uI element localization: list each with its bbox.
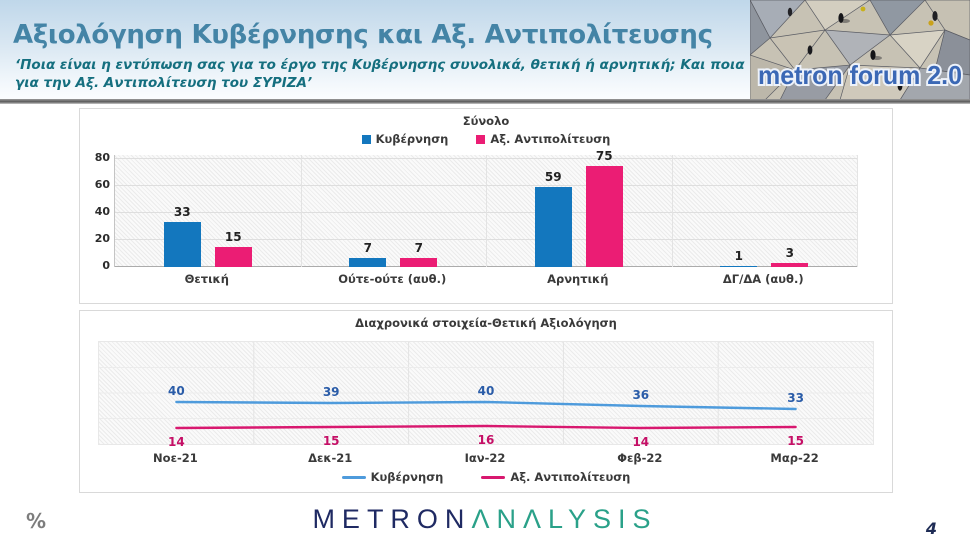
line-chart-title: Διαχρονικά στοιχεία-Θετική Αξιολόγηση xyxy=(355,316,617,330)
line-value-label-s0-3: 36 xyxy=(632,388,650,402)
legend-label: Κυβέρνηση xyxy=(370,470,444,484)
legend-item-1: Αξ. Αντιπολίτευση xyxy=(481,470,630,484)
x-axis-label-1: Δεκ-21 xyxy=(308,451,353,465)
y-axis-tick-0: 0 xyxy=(102,259,110,272)
page-number: 4 xyxy=(925,519,937,538)
legend-swatch-icon xyxy=(361,134,371,144)
bar-series1-1: 7 xyxy=(400,241,438,267)
line-value-label-s1-3: 14 xyxy=(632,435,650,449)
logo-people xyxy=(787,6,938,91)
subtitle-line-1: ‘Ποια είναι η εντύπωση σας για το έργο τ… xyxy=(15,57,745,73)
legend-label: Αξ. Αντιπολίτευση xyxy=(490,132,611,146)
bar-chart-legend: Κυβέρνηση Αξ. Αντιπολίτευση xyxy=(80,132,892,146)
line-value-label-s0-1: 39 xyxy=(322,385,340,399)
x-axis-label-4: Μαρ-22 xyxy=(770,451,819,465)
bar-value-label: 7 xyxy=(414,240,423,255)
legend-item-1: Αξ. Αντιπολίτευση xyxy=(476,132,610,146)
line-chart-svg xyxy=(99,342,873,444)
line-value-label-s1-4: 15 xyxy=(787,434,804,448)
line-value-label-s1-0: 14 xyxy=(168,435,185,449)
y-axis-tick-40: 40 xyxy=(94,205,110,218)
y-axis-tick-60: 60 xyxy=(94,178,110,191)
line-value-label-s0-2: 40 xyxy=(477,384,495,398)
bar-value-label: 7 xyxy=(363,240,372,255)
x-axis-label-0: Νοε-21 xyxy=(153,451,198,465)
legend-item-0: Κυβέρνηση xyxy=(341,470,444,484)
page-subtitle: ‘Ποια είναι η εντύπωση σας για το έργο τ… xyxy=(15,56,745,92)
line-value-label-s1-1: 15 xyxy=(322,434,340,448)
x-axis-label-1: Ούτε-ούτε (αυθ.) xyxy=(338,272,447,286)
y-axis-tick-80: 80 xyxy=(94,151,110,164)
y-axis-tick-20: 20 xyxy=(94,232,110,245)
legend-item-0: Κυβέρνηση xyxy=(361,132,449,146)
line-value-label-s0-0: 40 xyxy=(168,384,185,398)
bar-series0-2: 59 xyxy=(534,170,572,267)
bar-value-label: 33 xyxy=(173,205,191,220)
logo-photo: metron forum 2.0 xyxy=(749,0,970,101)
bar-series0-3: 1 xyxy=(720,249,758,267)
line-chart-plot-area: 40 39 40 36 33 14 15 16 14 15 xyxy=(98,341,874,449)
percent-note: % xyxy=(26,509,47,533)
bar-value-label: 1 xyxy=(734,248,743,263)
bar-groups: 33 15 7 7 59 75 1 3 xyxy=(115,149,858,267)
bar-value-label: 59 xyxy=(544,170,562,185)
bar-value-label: 75 xyxy=(595,148,613,163)
line-x-labels: Νοε-21 Δεκ-21 Ιαν-22 Φεβ-22 Μαρ-22 xyxy=(98,451,872,465)
legend-label: Κυβέρνηση xyxy=(375,132,449,146)
gridline-x-3 xyxy=(671,155,673,267)
bar-series1-0: 15 xyxy=(214,230,252,267)
line-chart-panel: Διαχρονικά στοιχεία-Θετική Αξιολόγηση 40 3… xyxy=(79,310,893,493)
x-axis-label-2: Αρνητική xyxy=(547,272,609,286)
header-divider xyxy=(0,99,970,104)
gridline-x-2 xyxy=(486,155,487,267)
bar-group-0: 33 15 xyxy=(115,155,301,267)
line-series-1 xyxy=(175,424,797,430)
legend-line-swatch-icon xyxy=(341,475,366,479)
legend-swatch-icon xyxy=(476,134,486,144)
gridline-x-1 xyxy=(300,155,302,267)
x-axis-label-0: Θετική xyxy=(184,272,229,286)
line-series-0 xyxy=(175,400,797,411)
bar-value-label: 3 xyxy=(785,245,794,260)
page-title: Αξιολόγηση Κυβέρνησης και Αξ. Αντιπολίτε… xyxy=(13,20,713,50)
x-axis-label-3: Φεβ-22 xyxy=(617,451,663,465)
bar-chart-panel: Σύνολο Κυβέρνηση Αξ. Αντιπολίτευση 33 15 7 7 59… xyxy=(79,108,893,304)
bar-series0-1: 7 xyxy=(349,241,387,267)
brand-analysis: ΛNΛLYSIS xyxy=(471,504,658,534)
brand-metron: METRON xyxy=(312,504,472,534)
bar-series1-3: 3 xyxy=(771,246,809,267)
metron-forum-logo: metron forum 2.0 xyxy=(749,0,970,101)
subtitle-line-2: για την Αξ. Αντιπολίτευση του ΣΥΡΙΖΑ’ xyxy=(15,75,313,92)
legend-line-swatch-icon xyxy=(481,475,506,479)
logo-text: metron forum 2.0 xyxy=(758,60,962,90)
bar-chart-plot-area: 33 15 7 7 59 75 1 3 xyxy=(114,149,858,267)
bar-series0-0: 33 xyxy=(163,205,201,267)
line-value-label-s0-4: 33 xyxy=(787,391,804,405)
line-chart-legend: Κυβέρνηση Αξ. Αντιπολίτευση xyxy=(80,470,892,484)
x-axis-label-3: ΔΓ/ΔΑ (αυθ.) xyxy=(722,272,804,286)
bar-series1-2: 75 xyxy=(585,149,623,267)
bar-value-label: 15 xyxy=(224,229,242,244)
line-value-label-s1-2: 16 xyxy=(477,433,495,447)
x-axis-label-2: Ιαν-22 xyxy=(464,451,506,465)
metron-analysis-logo: METRONΛNΛLYSIS xyxy=(0,504,970,535)
bar-x-labels: Θετική Ούτε-ούτε (αυθ.) Αρνητική ΔΓ/ΔΑ (αυθ… xyxy=(114,272,856,286)
bar-chart-title: Σύνολο xyxy=(462,114,510,128)
legend-label: Αξ. Αντιπολίτευση xyxy=(510,470,631,484)
bar-group-2: 59 75 xyxy=(486,149,672,267)
